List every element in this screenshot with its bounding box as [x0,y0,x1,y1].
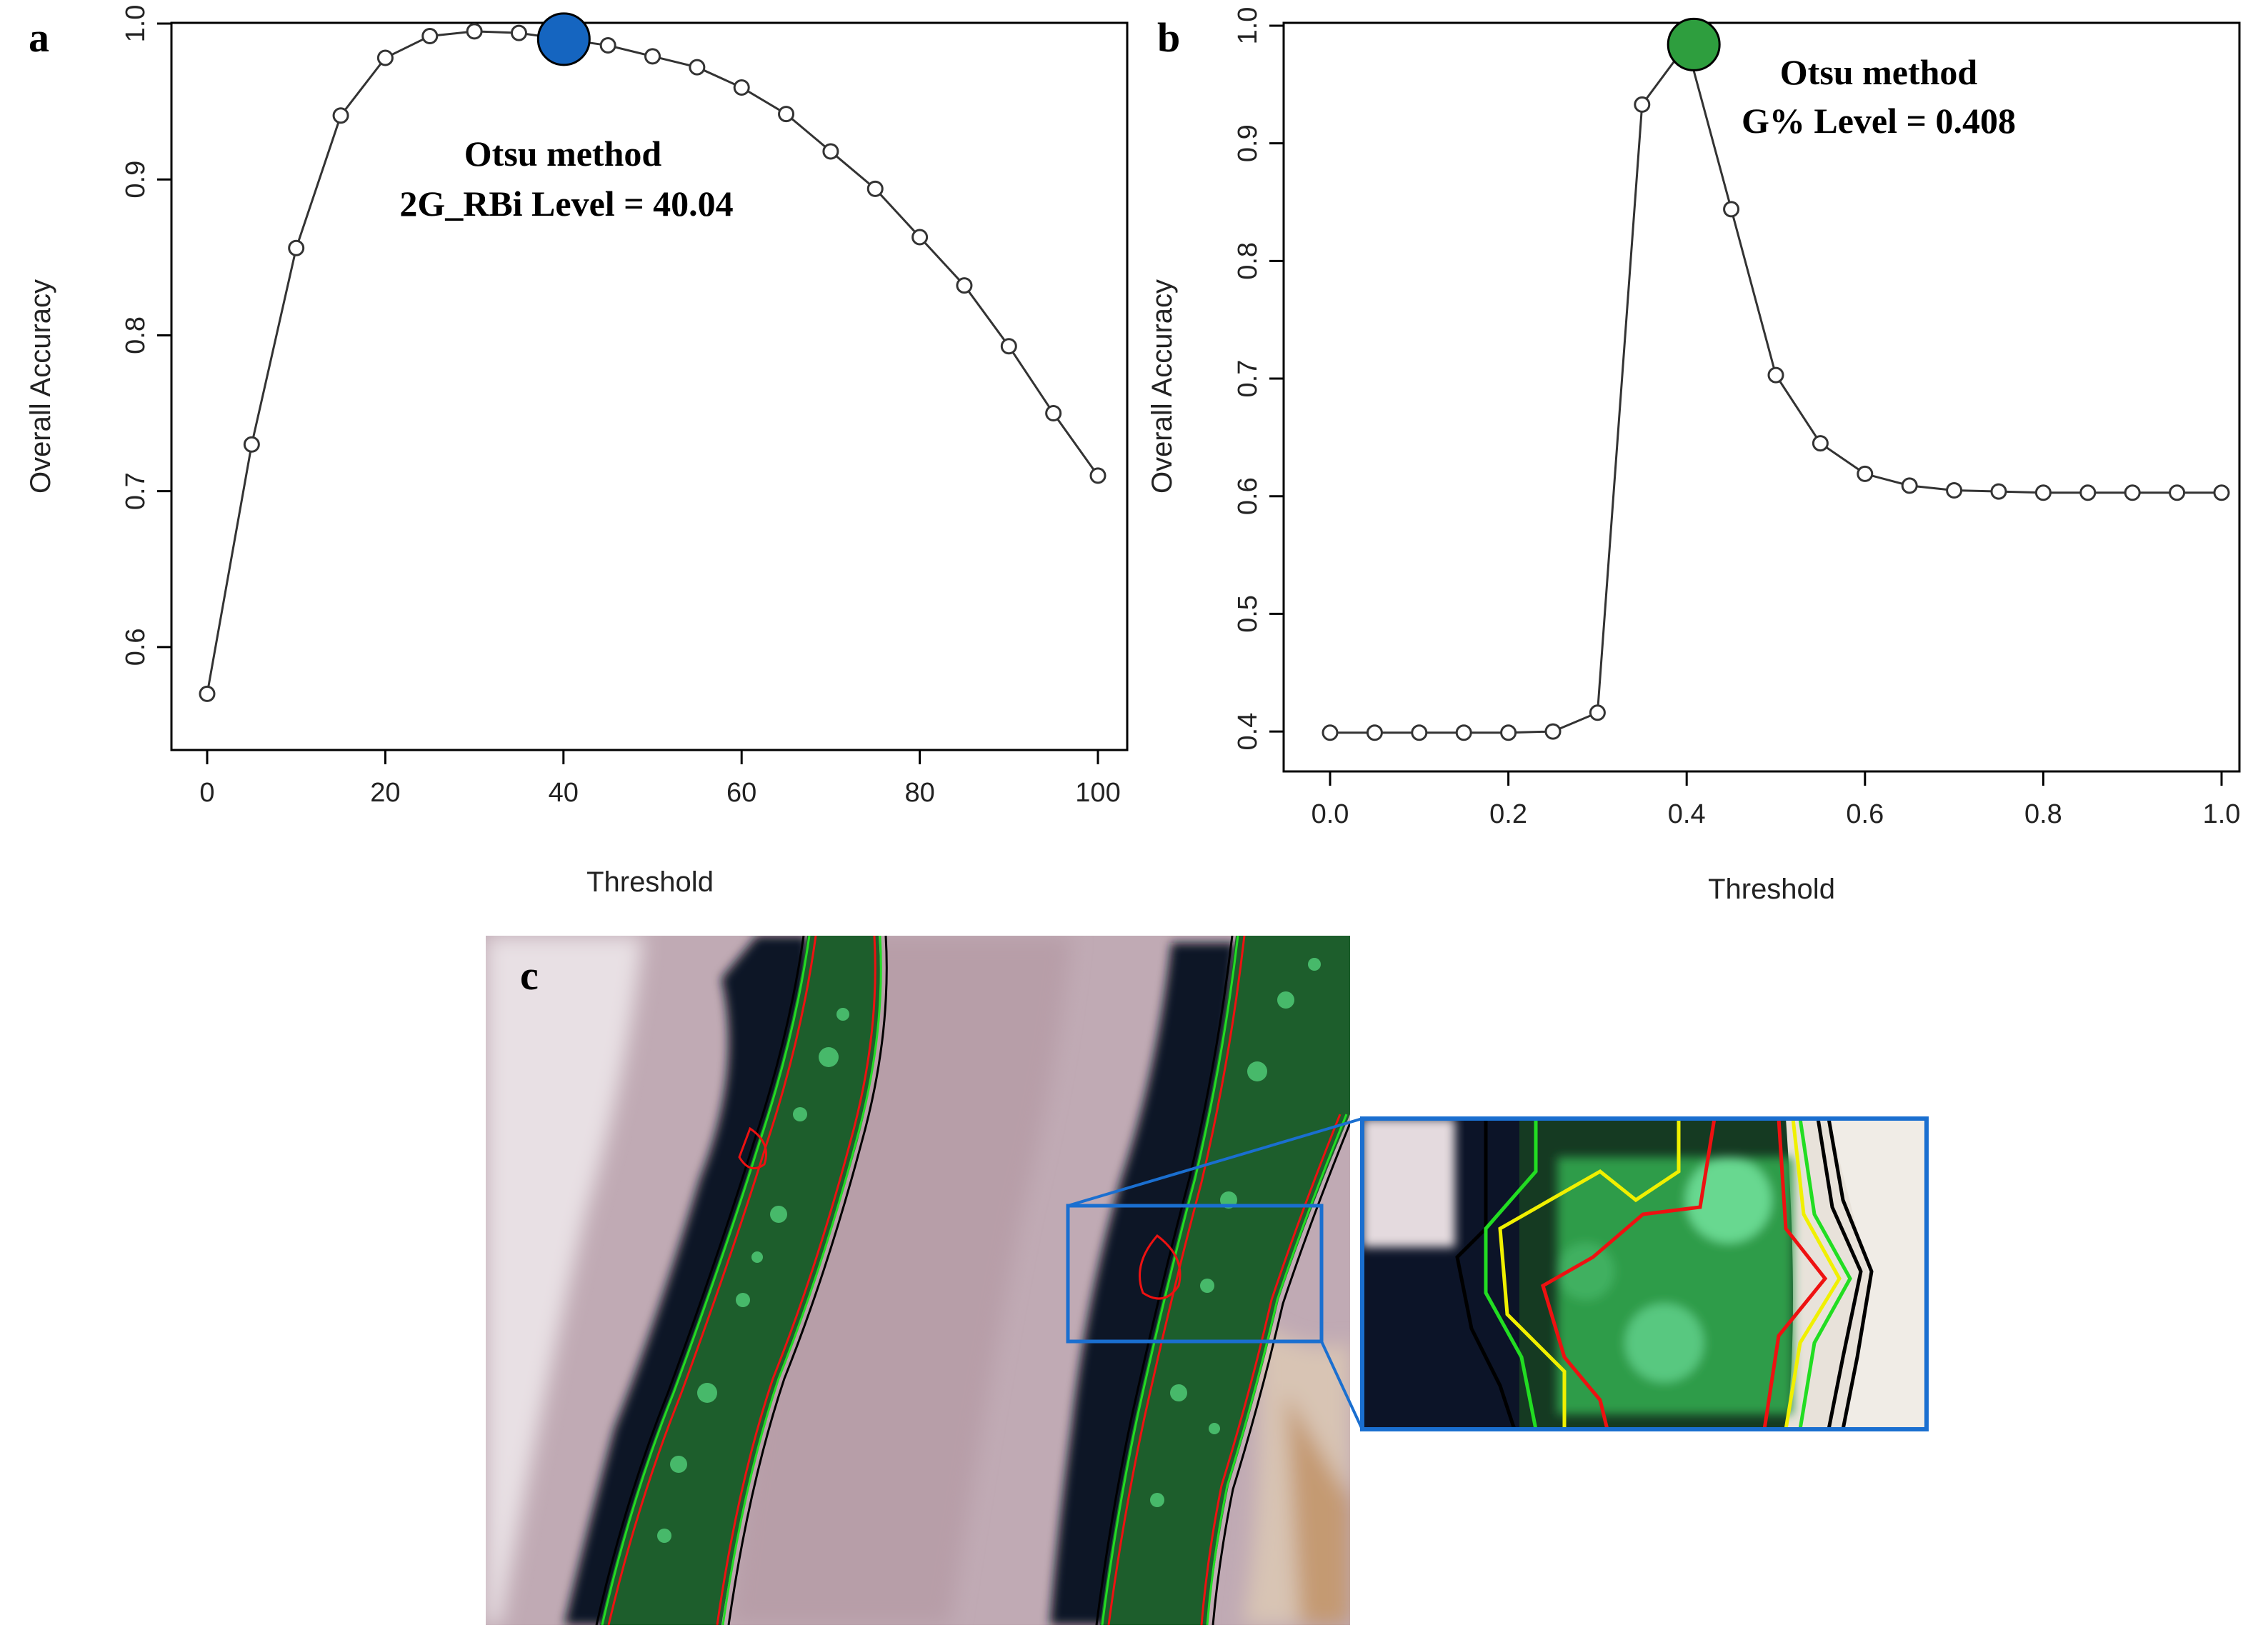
zoom-connector-top [1067,1117,1363,1207]
data-point [644,48,661,65]
data-point [243,436,260,453]
x-tick-label: 0 [199,778,214,808]
data-point [1366,724,1383,741]
chart-panel-a: a 0 20 40 60 80 100 0.6 0.7 0.8 0.9 1.0 Threshold… [25,5,1129,898]
x-tick-label: 0.6 [1846,799,1884,829]
data-point [733,79,750,96]
series-points-a [199,23,1106,702]
data-point [599,37,616,54]
y-tick-label: 0.7 [121,472,151,510]
y-axis-title-a: Overall Accuracy [25,279,56,494]
x-tick-label: 60 [726,778,756,808]
annotation-b-line1: Otsu method [1780,52,1978,92]
data-point [1411,724,1428,741]
plot-frame-b [1282,21,2241,773]
data-point [956,277,973,294]
data-point [2213,484,2230,501]
y-tick-label: 0.9 [1233,124,1263,162]
data-point [1322,724,1339,741]
data-point [288,239,305,256]
y-tick-label: 0.7 [1233,360,1263,398]
data-point [2124,484,2141,501]
data-point [510,24,527,41]
data-point [911,229,929,246]
y-tick-label: 0.4 [1233,713,1263,751]
data-point [1901,477,1918,494]
data-point [1767,366,1784,384]
data-point [2169,484,2186,501]
data-point [866,180,884,197]
y-tick-label: 0.5 [1233,595,1263,633]
data-point [822,143,839,160]
data-point [1857,465,1874,482]
x-tick-label: 80 [904,778,934,808]
data-point [2079,484,2097,501]
x-tick-label: 0.4 [1668,799,1706,829]
x-tick-label: 0.8 [2024,799,2062,829]
x-tick-label: 1.0 [2203,799,2241,829]
data-point [778,106,795,123]
data-point [376,49,394,66]
panel-label-c: c [520,952,539,999]
y-tick-label: 0.6 [121,628,151,666]
data-point [1946,481,1963,499]
data-point [421,27,439,44]
data-point [1812,435,1829,452]
panel-label-b: b [1157,14,1180,61]
y-tick-label: 0.8 [1233,242,1263,280]
y-axis-title-b: Overall Accuracy [1147,279,1178,494]
annotation-b-line2: G% Level = 0.408 [1742,101,2016,141]
data-point [2034,484,2052,501]
data-point [1544,723,1562,740]
data-point [1045,405,1062,422]
zoom-connector-bottom [1320,1341,1364,1430]
data-point [1500,724,1517,741]
chart-panel-b: b 0.0 0.2 0.4 0.6 0.8 1.0 0.4 0.5 0.6 0.7 0.8 0.9 1… [1147,7,2241,905]
y-tick-label: 0.8 [121,316,151,354]
aerial-image-panel: c [486,936,1929,1625]
data-point [1455,724,1472,741]
x-tick-label: 0.0 [1312,799,1349,829]
x-axis-b: 0.0 0.2 0.4 0.6 0.8 1.0 [1312,771,2241,829]
data-point [332,107,349,124]
series-line-a [206,30,1099,694]
annotation-a-line2: 2G_RBi Level = 40.04 [399,184,733,224]
series-points-b [1322,36,2230,741]
data-point [1723,201,1740,218]
x-axis-title-a: Threshold [586,866,714,898]
zoom-inset [1362,1119,1927,1429]
y-tick-label: 1.0 [121,5,151,43]
otsu-marker-a [536,12,591,66]
data-point [199,685,216,702]
series-line-b [1330,41,2222,734]
y-tick-label: 0.9 [121,161,151,199]
data-point [1000,338,1017,355]
panel-label-a: a [29,14,49,61]
y-tick-label: 1.0 [1233,7,1263,45]
x-tick-label: 100 [1075,778,1120,808]
x-axis-title-b: Threshold [1708,874,1835,905]
data-point [1634,96,1651,113]
aerial-image [486,936,1350,1625]
data-point [689,59,706,76]
plot-frame-a [170,21,1129,751]
data-point [1089,467,1106,484]
data-point [1990,483,2007,500]
zoom-inset-frame [1360,1116,1929,1431]
x-tick-label: 40 [549,778,579,808]
annotation-a-line1: Otsu method [464,134,662,174]
x-tick-label: 20 [370,778,400,808]
data-point [1589,704,1606,721]
y-axis-a: 0.6 0.7 0.8 0.9 1.0 [121,5,171,666]
y-tick-label: 0.6 [1233,477,1263,515]
y-axis-b: 0.4 0.5 0.6 0.7 0.8 0.9 1.0 [1233,7,1284,751]
otsu-marker-b [1667,17,1721,71]
x-tick-label: 0.2 [1489,799,1527,829]
data-point [466,23,483,40]
x-axis-a: 0 20 40 60 80 100 [199,750,1121,808]
